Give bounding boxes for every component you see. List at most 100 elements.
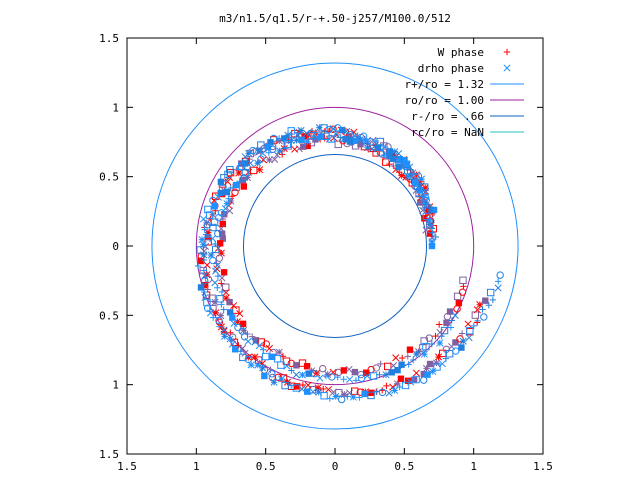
circle-marker [235,164,244,172]
circle-marker [420,376,428,384]
x-tick-label: 1.5 [533,460,553,473]
cross-marker [346,375,354,383]
square-marker [210,218,219,226]
filled-square-marker [388,369,395,376]
square-marker [205,211,214,219]
star-marker [404,173,412,181]
x-tick-label: 0.5 [256,460,276,473]
circle-1 [195,106,475,386]
plus-marker [322,372,330,380]
plus-marker [428,340,436,348]
filled-square-marker [361,390,368,397]
plus-marker [404,353,411,360]
filled-square-marker [317,133,325,140]
plus-marker [503,48,511,56]
circle-marker [357,374,366,382]
circle-marker [329,125,337,133]
legend-item: W phase [438,46,511,59]
filled-square-marker [340,367,348,374]
filled-square-marker [386,148,394,155]
circle-marker [240,333,249,341]
plus-marker [214,272,222,280]
square-marker [367,391,375,400]
plus-marker [485,302,493,309]
filled-square-marker [219,235,226,242]
star-marker [203,219,211,227]
data-points [194,124,504,404]
cross-marker [291,145,299,153]
circle-marker [249,146,257,155]
star-marker [217,249,225,257]
circle-marker [372,364,381,372]
cross-marker [259,149,267,157]
plus-marker [201,288,208,296]
plus-marker [432,233,439,241]
plus-marker [494,278,502,285]
filled-square-marker [211,203,218,210]
square-marker [401,381,410,390]
y-tick-label: 0 [112,240,119,253]
filled-square-marker [312,136,319,143]
square-marker [277,361,285,369]
plus-marker [225,195,232,202]
star-marker [416,178,424,186]
filled-square-marker [426,360,434,368]
filled-square-marker [293,383,301,390]
plus-marker [429,229,436,237]
filled-square-marker [217,178,225,186]
filled-square-marker [301,133,308,140]
circle-marker [215,213,223,222]
circle-marker [480,313,488,321]
plus-marker [470,322,478,330]
square-marker [440,326,449,335]
filled-square-marker [232,346,239,353]
plus-marker [381,151,388,159]
square-marker [238,162,246,171]
plus-marker [218,301,225,308]
square-marker [216,295,224,303]
circle-marker [240,174,248,182]
plus-marker [458,330,466,337]
filled-square-marker [404,377,412,384]
circle-marker [346,130,355,139]
square-marker [466,327,474,335]
square-marker [334,140,342,149]
star-marker [332,393,340,401]
star-marker [270,378,278,386]
filled-square-marker [458,344,465,351]
cross-marker [265,344,273,353]
plus-marker [214,284,221,291]
square-marker [287,127,295,135]
square-marker [445,350,454,358]
cross-marker [209,234,217,243]
plus-marker [435,321,443,328]
legend-item: r-/ro = .66 [411,110,524,123]
filled-square-marker [264,143,272,151]
star-marker [420,350,428,358]
star-marker [212,309,220,317]
filled-square-marker [239,176,247,184]
star-marker [240,326,248,334]
cross-marker [255,342,263,350]
circle-marker [421,193,430,202]
circle-marker [414,172,423,180]
filled-square-marker [267,139,274,146]
square-marker [320,392,328,400]
plus-marker [265,149,273,156]
star-marker [391,148,399,156]
plus-marker [448,317,455,324]
plus-marker [409,356,417,364]
star-marker [412,350,420,358]
star-marker [284,131,292,139]
cross-marker [222,288,230,297]
plus-marker [334,373,341,381]
star-marker [226,335,234,343]
star-marker [349,393,357,401]
plus-marker [474,317,481,325]
circle-marker [458,288,467,296]
filled-square-marker [252,337,260,344]
x-tick-label: 0.5 [394,460,414,473]
circle-marker [337,395,346,404]
star-marker [340,390,348,398]
filled-square-marker [240,183,248,190]
